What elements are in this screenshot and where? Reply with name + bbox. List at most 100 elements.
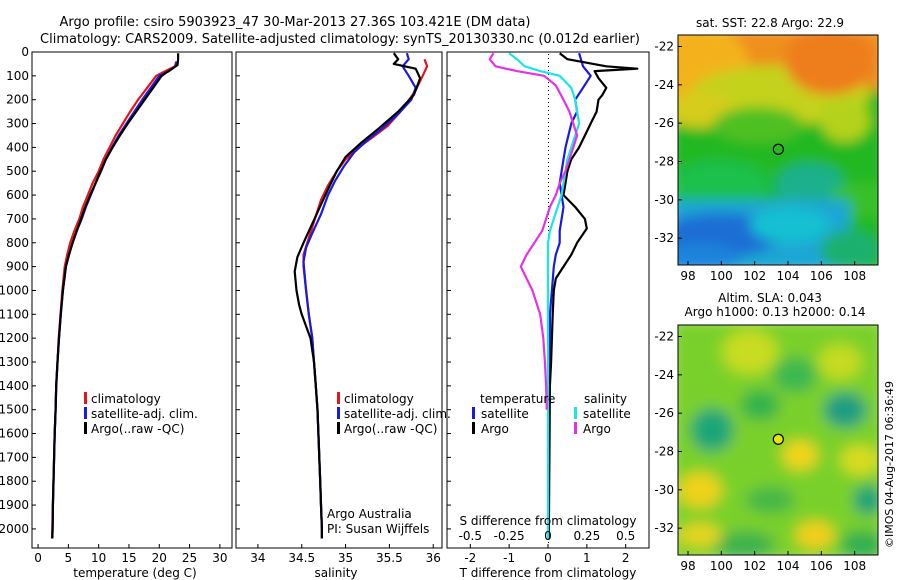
salinity-difference-tick-label: 0: [544, 529, 552, 543]
sla-y-tick-label: -28: [654, 445, 674, 459]
salinity-difference-tick-label: -0.5: [459, 529, 482, 543]
depth-tick-label: 1700: [0, 450, 29, 464]
depth-tick-label: 1800: [0, 474, 29, 488]
salinity-series-0: [302, 58, 429, 539]
difference-series-3: [488, 52, 579, 410]
depth-tick-label: 400: [6, 140, 29, 154]
difference-legend-swatch-s-argo: [574, 422, 577, 434]
sst-map-field: [678, 35, 878, 265]
difference-x-axis-label: T difference from climatology: [459, 566, 637, 580]
salinity-annotation-line2: PI: Susan Wijffels: [327, 522, 429, 536]
sst-x-tick-label: 100: [710, 269, 733, 283]
sla-x-tick-label: 98: [680, 559, 695, 573]
depth-tick-label: 600: [6, 188, 29, 202]
salinity-difference-tick-labels: -0.5 -0.25 0 0.25 0.5: [459, 529, 636, 543]
sla-x-tick-label: 100: [710, 559, 733, 573]
difference-legend-swatch-t-argo: [472, 422, 475, 434]
temperature-legend-argo: Argo(..raw -QC): [91, 422, 184, 436]
sla-x-tick-label: 108: [843, 559, 866, 573]
depth-tick-label: 700: [6, 212, 29, 226]
sla-map-title: Altim. SLA: 0.043: [718, 291, 822, 305]
temperature-x-tick-label: 25: [182, 551, 197, 565]
sla-y-tick-label: -32: [654, 521, 674, 535]
sla-map-y-ticks: -22 -24 -26 -28 -30 -32: [654, 330, 682, 535]
sst-map-y-ticks: -22 -24 -26 -28 -30 -32: [654, 40, 682, 245]
difference-series-2: [508, 52, 581, 539]
depth-tick-label: 1000: [0, 283, 29, 297]
salinity-annotation-line1: Argo Australia: [327, 507, 412, 521]
argo-position-marker-sla: [772, 433, 784, 445]
depth-tick-label: 800: [6, 236, 29, 250]
difference-x-tick-label: 1: [583, 551, 591, 565]
sla-map-x-ticks: 98 100 102 104 106 108: [680, 551, 866, 573]
sst-y-tick-label: -32: [654, 231, 674, 245]
sla-y-tick-label: -26: [654, 406, 674, 420]
sla-y-tick-label: -30: [654, 483, 674, 497]
sla-x-tick-label: 102: [743, 559, 766, 573]
temperature-series-2: [51, 53, 180, 539]
depth-tick-label: 1500: [0, 403, 29, 417]
temperature-x-tick-label: 20: [152, 551, 167, 565]
salinity-plot-frame: [235, 51, 443, 549]
difference-panel: -2 -1 0 1 2 -0.5 -0.25 0 0.25 0.5 S difference f…: [446, 51, 650, 580]
difference-legend-salinity-title: salinity: [584, 392, 627, 406]
temperature-series-group: [50, 53, 180, 539]
temperature-legend-satellite: satellite-adj. clim.: [91, 407, 198, 421]
temperature-x-tick-label: 15: [121, 551, 136, 565]
difference-legend-t-argo: Argo: [481, 422, 509, 436]
sst-map-frame: [677, 34, 879, 266]
sla-x-tick-label: 104: [777, 559, 800, 573]
temperature-x-tick-label: 10: [91, 551, 106, 565]
sst-y-tick-label: -24: [654, 78, 674, 92]
salinity-legend-swatch-satellite: [337, 407, 340, 419]
salinity-series-2: [293, 52, 422, 539]
temperature-series-0: [50, 61, 178, 539]
sst-y-tick-label: -28: [654, 155, 674, 169]
depth-tick-label: 1200: [0, 331, 29, 345]
difference-x-tick-label: -2: [464, 551, 476, 565]
salinity-difference-tick-label: -0.25: [494, 529, 525, 543]
depth-tick-label: 1300: [0, 355, 29, 369]
temperature-legend: climatology satellite-adj. clim. Argo(..…: [84, 392, 198, 436]
sst-x-tick-label: 108: [843, 269, 866, 283]
salinity-x-axis-label: salinity: [314, 566, 357, 580]
depth-tick-label: 1600: [0, 427, 29, 441]
salinity-difference-tick-label: 0.25: [573, 529, 600, 543]
difference-legend-temperature-title: temperature: [480, 392, 555, 406]
temperature-legend-swatch-argo: [84, 422, 87, 434]
sla-map-panel: Altim. SLA: 0.043 Argo h1000: 0.13 h2000…: [654, 291, 879, 573]
depth-tick-label: 300: [6, 117, 29, 131]
depth-tick-label: 0: [21, 45, 29, 59]
sst-x-tick-label: 102: [743, 269, 766, 283]
salinity-x-ticks: 34 34.5 35 35.5 36: [250, 544, 441, 565]
depth-tick-label: 2000: [0, 522, 29, 536]
sla-map-subtitle: Argo h1000: 0.13 h2000: 0.14: [685, 305, 866, 319]
depth-tick-label: 900: [6, 260, 29, 274]
sst-map-x-ticks: 98 100 102 104 106 108: [680, 261, 866, 283]
salinity-legend-satellite: satellite-adj. clim.: [344, 407, 451, 421]
difference-legend-swatch-s-satellite: [574, 407, 577, 419]
salinity-x-tick-label: 36: [426, 551, 441, 565]
temperature-x-axis-label: temperature (deg C): [73, 566, 196, 580]
sst-x-tick-label: 106: [810, 269, 833, 283]
salinity-series-group: [293, 52, 429, 539]
salinity-x-tick-label: 35.5: [376, 551, 403, 565]
figure-title-line2: Climatology: CARS2009. Satellite-adjuste…: [40, 32, 640, 47]
imos-credit: ©IMOS 04-Aug-2017 06:36:49: [883, 381, 896, 548]
depth-tick-label: 1100: [0, 307, 29, 321]
sst-y-tick-label: -30: [654, 193, 674, 207]
salinity-x-tick-label: 35: [338, 551, 353, 565]
sst-y-tick-label: -22: [654, 40, 674, 54]
difference-legend-swatch-t-satellite: [472, 407, 475, 419]
figure-title-line1: Argo profile: csiro 5903923_47 30-Mar-20…: [60, 15, 531, 30]
temperature-x-ticks: 0 5 10 15 20 25 30: [34, 544, 228, 565]
difference-legend-s-satellite: satellite: [583, 407, 631, 421]
temperature-x-tick-label: 0: [34, 551, 42, 565]
temperature-x-tick-label: 30: [212, 551, 227, 565]
temperature-panel: 0 5 10 15 20 25 30 0 100 200 300 400 500 600 700 800 90…: [0, 45, 451, 580]
difference-legend-t-satellite: satellite: [481, 407, 529, 421]
salinity-x-tick-label: 34: [250, 551, 265, 565]
difference-x-tick-label: 2: [622, 551, 630, 565]
sst-x-tick-label: 98: [680, 269, 695, 283]
difference-legend-s-argo: Argo: [583, 422, 611, 436]
